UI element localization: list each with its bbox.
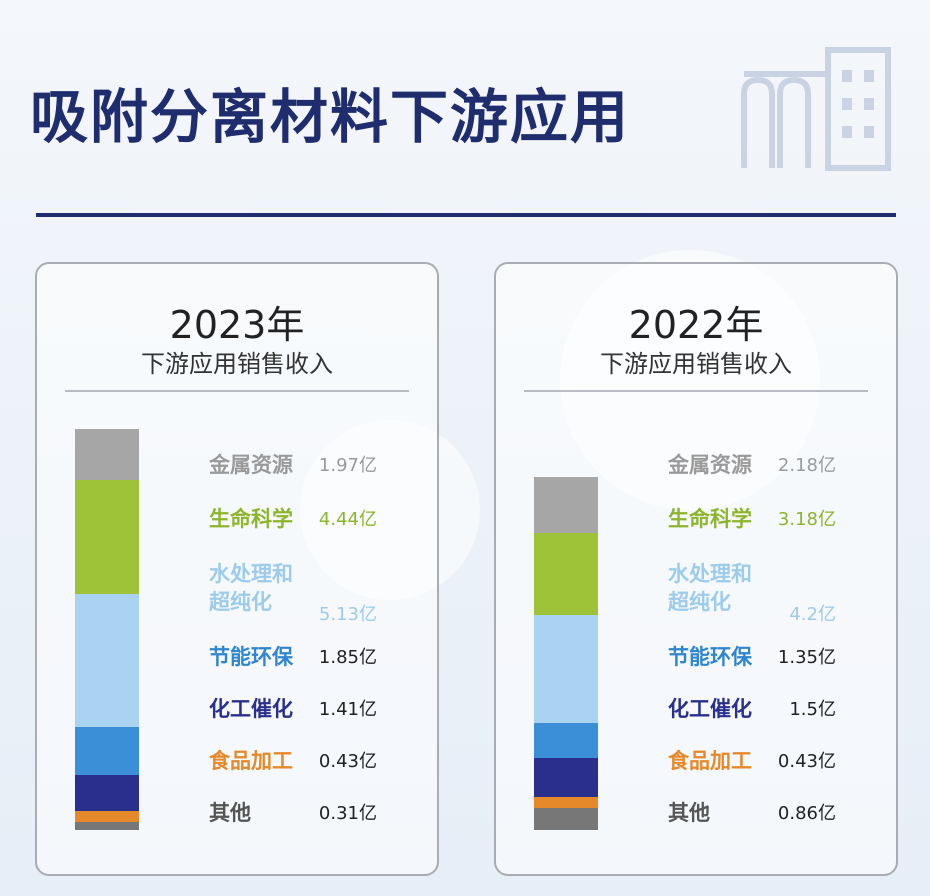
card-2022: 2022年 下游应用销售收入 金属资源 2.18亿生命科学 3.18亿水处理和超纯化…: [494, 262, 898, 876]
bar-segment: [75, 429, 139, 480]
factory-icon: [741, 47, 891, 171]
card-divider: [524, 390, 868, 392]
title-divider: [36, 213, 896, 217]
category-label: 食品加工: [668, 749, 752, 773]
bar-segment: [534, 723, 598, 758]
card-subtitle: 下游应用销售收入: [141, 350, 333, 378]
value-label: 0.31亿: [318, 803, 377, 824]
category-label: 其他: [668, 801, 710, 825]
value-label: 1.85亿: [318, 647, 377, 668]
value-label: 2.18亿: [777, 455, 836, 476]
category-label: 化工催化: [668, 697, 752, 721]
page-title: 吸附分离材料下游应用: [30, 83, 631, 151]
stacked-bar: [75, 429, 139, 830]
category-label: 节能环保: [209, 645, 293, 669]
bar-segment: [75, 479, 139, 595]
value-label: 5.13亿: [318, 604, 377, 625]
value-label: 4.44亿: [318, 509, 377, 530]
category-label: 生命科学: [668, 507, 752, 531]
bar-segment: [75, 821, 139, 830]
value-label: 1.5亿: [789, 699, 836, 720]
category-label: 水处理和超纯化: [209, 562, 293, 614]
bar-segment: [75, 774, 139, 811]
value-label: 3.18亿: [777, 509, 836, 530]
value-label: 0.43亿: [318, 751, 377, 772]
value-label: 1.41亿: [318, 699, 377, 720]
value-label: 0.86亿: [777, 803, 836, 824]
stacked-bar: [534, 476, 598, 830]
category-label: 食品加工: [209, 749, 293, 773]
card-divider: [65, 390, 409, 392]
value-label: 4.2亿: [789, 604, 836, 625]
card-year: 2022年: [628, 303, 764, 347]
category-label: 其他: [209, 801, 251, 825]
category-label: 生命科学: [209, 507, 293, 531]
value-label: 1.35亿: [777, 647, 836, 668]
category-label: 金属资源: [668, 453, 752, 477]
card-2023: 2023年 下游应用销售收入 金属资源 1.97亿生命科学 4.44亿水处理和超纯化…: [35, 262, 439, 876]
bar-segment: [534, 758, 598, 797]
bar-segment: [534, 476, 598, 533]
card-year: 2023年: [169, 303, 305, 347]
bar-segment: [75, 594, 139, 727]
category-label: 水处理和超纯化: [668, 562, 752, 614]
category-label: 金属资源: [209, 453, 293, 477]
bar-segment: [534, 532, 598, 615]
bar-segment: [75, 726, 139, 775]
category-label: 化工催化: [209, 697, 293, 721]
card-subtitle: 下游应用销售收入: [600, 350, 792, 378]
category-label: 节能环保: [668, 645, 752, 669]
bar-segment: [75, 810, 139, 822]
value-label: 0.43亿: [777, 751, 836, 772]
bar-segment: [534, 614, 598, 724]
bar-segment: [534, 807, 598, 830]
bar-segment: [534, 796, 598, 808]
value-label: 1.97亿: [318, 455, 377, 476]
